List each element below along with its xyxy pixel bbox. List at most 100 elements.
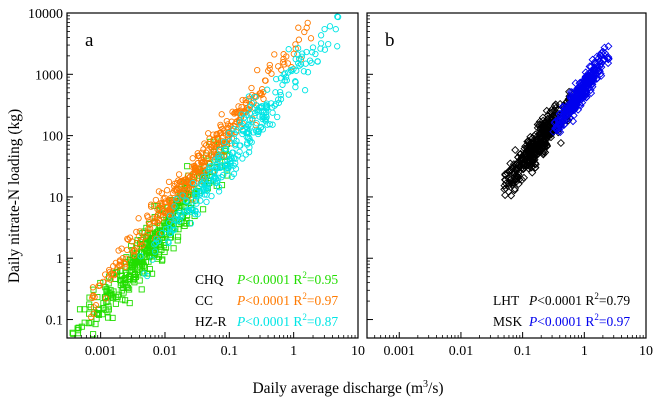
data-point-hz-r xyxy=(215,174,222,181)
data-point-hz-r xyxy=(332,26,339,33)
data-point-cc xyxy=(242,96,249,104)
data-point-lht xyxy=(531,160,540,169)
data-point-hz-r xyxy=(171,216,178,224)
data-point-hz-r xyxy=(285,91,292,98)
data-point-chq xyxy=(86,310,93,317)
data-point-lht xyxy=(511,145,520,155)
data-point-lht xyxy=(513,174,522,183)
data-point-hz-r xyxy=(232,165,240,172)
data-point-hz-r xyxy=(254,128,261,135)
legend-name-msk: MSK xyxy=(493,314,523,329)
data-point-cc xyxy=(167,197,174,204)
data-point-lht xyxy=(526,147,535,156)
data-point-cc xyxy=(130,248,137,255)
data-point-hz-r xyxy=(282,74,290,81)
data-point-lht xyxy=(513,172,522,181)
data-point-cc xyxy=(140,234,147,241)
data-point-hz-r xyxy=(276,88,284,96)
data-point-msk xyxy=(566,87,576,96)
data-point-hz-r xyxy=(252,94,259,101)
data-point-cc xyxy=(217,123,225,130)
data-point-hz-r xyxy=(294,45,302,52)
panel-a-ticks: 0.001 0.01 0.1 1 10 0.1 1 10 100 1000 10000 xyxy=(28,7,365,359)
data-point-cc xyxy=(181,183,188,190)
data-point-cc xyxy=(248,84,255,92)
data-point-cc xyxy=(102,295,110,302)
data-point-hz-r xyxy=(263,102,271,109)
y-tick-label: 10 xyxy=(49,191,63,206)
data-point-hz-r xyxy=(151,241,158,248)
data-point-hz-r xyxy=(321,25,328,33)
data-point-hz-r xyxy=(275,96,282,103)
data-point-chq xyxy=(175,233,182,240)
data-point-cc xyxy=(123,255,130,262)
data-point-hz-r xyxy=(300,68,308,75)
data-point-chq xyxy=(101,294,108,301)
data-point-hz-r xyxy=(334,43,341,50)
data-point-cc xyxy=(163,187,171,194)
data-point-chq xyxy=(138,286,145,293)
data-point-cc xyxy=(194,168,202,175)
data-point-cc xyxy=(165,178,173,186)
data-point-lht xyxy=(539,126,548,135)
data-point-msk xyxy=(588,82,597,91)
data-point-msk xyxy=(587,73,596,82)
data-point-hz-r xyxy=(171,203,178,210)
data-point-msk xyxy=(565,107,574,116)
data-point-hz-r xyxy=(325,40,332,48)
data-point-hz-r xyxy=(251,112,258,120)
data-point-hz-r xyxy=(223,161,231,169)
data-point-hz-r xyxy=(202,187,209,194)
panel-b-label: b xyxy=(385,30,395,51)
data-point-cc xyxy=(224,121,232,128)
panel-a-points xyxy=(69,13,342,338)
data-point-lht xyxy=(533,120,542,129)
data-point-cc xyxy=(177,187,184,194)
data-point-hz-r xyxy=(214,177,221,184)
data-point-hz-r xyxy=(285,46,292,53)
data-point-cc xyxy=(133,240,141,247)
data-point-cc xyxy=(155,188,163,195)
data-point-cc xyxy=(119,255,126,262)
data-point-cc xyxy=(99,278,107,286)
data-point-hz-r xyxy=(203,198,210,206)
x-tick-label: 1 xyxy=(290,344,297,359)
data-point-hz-r xyxy=(215,152,222,160)
data-point-hz-r xyxy=(189,205,196,213)
data-point-chq xyxy=(94,310,101,317)
data-point-hz-r xyxy=(266,121,274,128)
data-point-cc xyxy=(304,19,311,27)
data-point-lht xyxy=(529,152,538,161)
data-point-chq xyxy=(134,237,141,244)
data-point-hz-r xyxy=(206,163,213,170)
x-tick-label: 0.01 xyxy=(449,344,474,359)
data-point-chq xyxy=(90,331,97,338)
data-point-hz-r xyxy=(172,216,180,223)
legend-stats-chq: P<0.0001 R2=0.95 xyxy=(236,270,338,287)
data-point-hz-r xyxy=(262,118,270,125)
data-point-chq xyxy=(100,300,107,307)
data-point-msk xyxy=(597,48,606,57)
x-axis-title-sup: 3 xyxy=(423,379,428,390)
data-point-cc xyxy=(115,247,122,254)
data-point-cc xyxy=(136,228,143,235)
data-point-hz-r xyxy=(246,103,254,111)
data-point-chq xyxy=(200,206,207,213)
data-point-chq xyxy=(86,301,93,308)
data-point-cc xyxy=(107,276,114,283)
data-point-msk xyxy=(590,65,599,74)
data-point-cc xyxy=(198,159,206,167)
data-point-chq xyxy=(81,306,88,313)
data-point-msk xyxy=(586,79,595,88)
data-point-cc xyxy=(281,61,288,68)
data-point-hz-r xyxy=(334,13,341,20)
data-point-cc xyxy=(90,304,98,311)
data-point-hz-r xyxy=(317,32,325,39)
data-point-cc xyxy=(213,131,220,138)
data-point-cc xyxy=(92,302,100,309)
data-point-cc xyxy=(152,196,160,204)
data-point-hz-r xyxy=(238,122,246,129)
data-point-cc xyxy=(178,178,185,185)
data-point-lht xyxy=(504,178,514,188)
